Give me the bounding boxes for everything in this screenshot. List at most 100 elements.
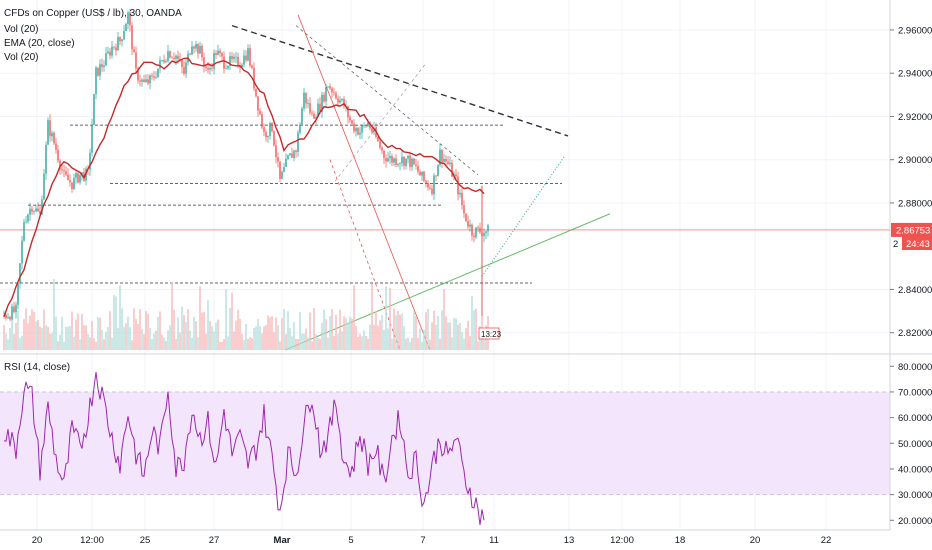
- candle-body: [77, 173, 79, 183]
- volume-bar: [17, 310, 19, 350]
- volume-bar: [71, 311, 73, 350]
- candle-body: [9, 317, 11, 320]
- volume-bar: [203, 311, 205, 350]
- volume-bar: [253, 327, 255, 350]
- volume-bar: [391, 338, 393, 350]
- pattern-line: [334, 64, 426, 182]
- volume-bar: [213, 331, 215, 350]
- volume-bar: [193, 316, 195, 350]
- volume-bar: [97, 316, 99, 350]
- candle-body: [441, 149, 443, 162]
- candle-body: [481, 232, 483, 236]
- volume-bar: [237, 309, 239, 350]
- volume-bar: [99, 317, 101, 350]
- candle-body: [139, 80, 141, 82]
- time-tick-label: 5: [348, 535, 353, 546]
- candle-body: [403, 156, 405, 166]
- legend-vol2[interactable]: Vol (20): [4, 52, 38, 63]
- time-tick-label: 20: [750, 535, 761, 546]
- candle-body: [435, 175, 437, 177]
- candle-body: [455, 174, 457, 177]
- volume-bar: [265, 325, 267, 350]
- volume-bar: [205, 333, 207, 350]
- price-scale[interactable]: 2.96000 2.94000 2.92000 2.90000 2.88000 2.840…: [889, 0, 932, 530]
- candle-body: [425, 180, 427, 184]
- candle-body: [465, 213, 467, 222]
- volume-time-box: [478, 327, 500, 340]
- candle-body: [143, 79, 145, 82]
- candle-body: [265, 131, 267, 138]
- volume-bar: [27, 323, 29, 350]
- volume-bar: [59, 334, 61, 350]
- volume-bar: [149, 327, 151, 350]
- volume-bar: [271, 316, 273, 350]
- volume-bar: [345, 318, 347, 350]
- volume-bar: [361, 336, 363, 350]
- volume-bar: [139, 309, 141, 350]
- volume-bar: [225, 289, 227, 350]
- volume-bar: [369, 324, 371, 350]
- volume-bar: [163, 337, 165, 350]
- rsi-line: [3, 372, 485, 525]
- volume-bar: [363, 330, 365, 350]
- candle-body: [353, 123, 355, 132]
- volume-bar: [403, 325, 405, 350]
- volume-bar: [313, 308, 315, 350]
- candle-body: [247, 48, 249, 61]
- candle-body: [107, 51, 109, 54]
- legend-vol[interactable]: Vol (20): [4, 24, 38, 35]
- candle-body: [145, 79, 147, 82]
- volume-bar: [451, 337, 453, 350]
- volume-bar: [421, 341, 423, 350]
- candle-body: [37, 208, 39, 212]
- volume-bar: [151, 339, 153, 350]
- candle-body: [53, 132, 55, 144]
- volume-bar: [67, 326, 69, 350]
- candle-body: [283, 167, 285, 172]
- volume-bar: [251, 338, 253, 350]
- target-projection: [481, 155, 566, 277]
- volume-bar: [217, 319, 219, 350]
- volume-bar: [461, 332, 463, 350]
- volume-bar: [161, 334, 163, 350]
- candle-body: [471, 224, 473, 236]
- candle-body: [331, 88, 333, 93]
- volume-bar: [425, 312, 427, 350]
- volume-bar: [73, 336, 75, 350]
- candle-body: [183, 66, 185, 74]
- volume-bar: [307, 337, 309, 350]
- candle-body: [89, 152, 91, 170]
- candle-body: [391, 156, 393, 163]
- candle-body: [289, 153, 291, 156]
- volume-bar: [153, 333, 155, 350]
- volume-bar: [41, 327, 43, 350]
- drawing-layer[interactable]: [0, 14, 890, 351]
- candle-body: [153, 76, 155, 78]
- candle-body: [141, 79, 143, 82]
- volume-bar: [409, 341, 411, 350]
- volume-bar: [57, 341, 59, 350]
- rsi-band: [0, 391, 890, 495]
- rsi-pane[interactable]: [0, 372, 890, 525]
- candle-body: [163, 60, 165, 63]
- volume-bar: [351, 318, 353, 350]
- candle-body: [415, 164, 417, 166]
- volume-bar: [47, 326, 49, 350]
- candle-body: [463, 205, 465, 214]
- candle-body: [319, 103, 321, 112]
- candle-body: [95, 67, 97, 95]
- volume-bar: [165, 341, 167, 350]
- candle-body: [437, 165, 439, 177]
- volume-bar: [125, 323, 127, 350]
- volume-bar: [199, 286, 201, 350]
- volume-bar: [371, 283, 373, 350]
- candle-body: [161, 60, 163, 61]
- volume-bar: [221, 341, 223, 350]
- projection-dashed: [329, 159, 401, 351]
- volume-bar: [469, 336, 471, 350]
- legend-ema[interactable]: EMA (20, close): [4, 38, 75, 49]
- volume-bar: [285, 334, 287, 350]
- time-axis[interactable]: 20 12:00 25 27 Mar 5 7 11 13 12:00 18 20 22: [0, 529, 890, 546]
- volume-bar: [83, 325, 85, 350]
